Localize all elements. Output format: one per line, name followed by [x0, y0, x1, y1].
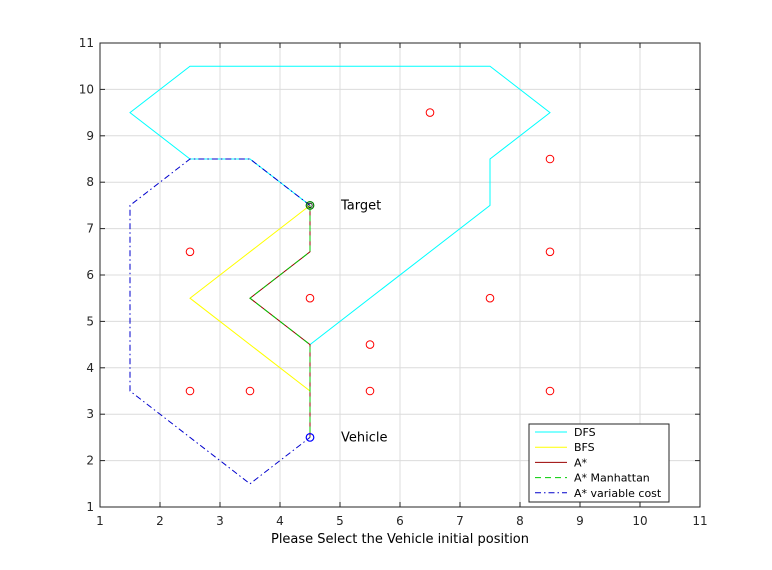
- legend[interactable]: DFS BFS A* A* Manhattan A* variable cost: [528, 423, 670, 503]
- x-tick-label: 11: [692, 514, 707, 528]
- legend-box: [528, 423, 670, 503]
- x-tick-label: 6: [396, 514, 404, 528]
- series-line-a-manhattan: [249, 205, 311, 438]
- legend-entry-label: A*: [574, 456, 588, 469]
- legend-entry-label: A* variable cost: [574, 487, 662, 500]
- obstacle-marker: [425, 108, 435, 117]
- target-marker-inner: [307, 202, 313, 208]
- legend-entry-label: A* Manhattan: [574, 472, 650, 485]
- series-line-a-variable-cost: [129, 158, 311, 485]
- x-tick-label: 4: [276, 514, 284, 528]
- markers: [185, 108, 555, 442]
- y-tick-label: 1: [86, 500, 94, 514]
- x-tick-label: 8: [516, 514, 524, 528]
- x-tick-label: 5: [336, 514, 344, 528]
- y-tick-label: 10: [79, 82, 94, 96]
- obstacle-marker: [245, 386, 255, 396]
- y-tick-label: 4: [86, 361, 94, 375]
- obstacle-marker: [185, 247, 195, 257]
- x-axis-label: Please Select the Vehicle initial positi…: [271, 532, 529, 547]
- y-tick-label: 5: [86, 314, 94, 328]
- obstacle-marker: [365, 386, 375, 396]
- x-tick-label: 1: [96, 514, 104, 528]
- series-line-dfs: [129, 65, 551, 438]
- obstacle-marker: [545, 154, 555, 164]
- legend-entry-label: BFS: [574, 441, 595, 454]
- x-tick-label: 2: [156, 514, 164, 528]
- vehicle-marker: [305, 433, 315, 442]
- y-tick-label: 2: [86, 454, 94, 468]
- y-tick-label: 11: [79, 36, 94, 50]
- y-tick-label: 7: [86, 222, 94, 236]
- x-tick-label: 3: [216, 514, 224, 528]
- x-tick-label: 10: [632, 514, 647, 528]
- y-tick-label: 6: [86, 268, 94, 282]
- y-tick-label: 9: [86, 129, 94, 143]
- y-tick-label: 8: [86, 175, 94, 189]
- target-label: Target: [340, 198, 381, 213]
- series-lines: [129, 65, 551, 485]
- obstacle-marker: [485, 293, 495, 303]
- x-tick-label: 9: [576, 514, 584, 528]
- legend-entry-label: DFS: [574, 426, 596, 439]
- vehicle-label: Vehicle: [341, 430, 388, 445]
- obstacle-marker: [545, 386, 555, 396]
- obstacle-marker: [545, 247, 555, 257]
- obstacle-marker: [305, 293, 315, 303]
- y-tick-label: 3: [86, 407, 94, 421]
- obstacle-marker: [365, 340, 375, 349]
- obstacle-marker: [185, 386, 195, 396]
- x-tick-label: 7: [456, 514, 464, 528]
- target-marker: [305, 200, 315, 210]
